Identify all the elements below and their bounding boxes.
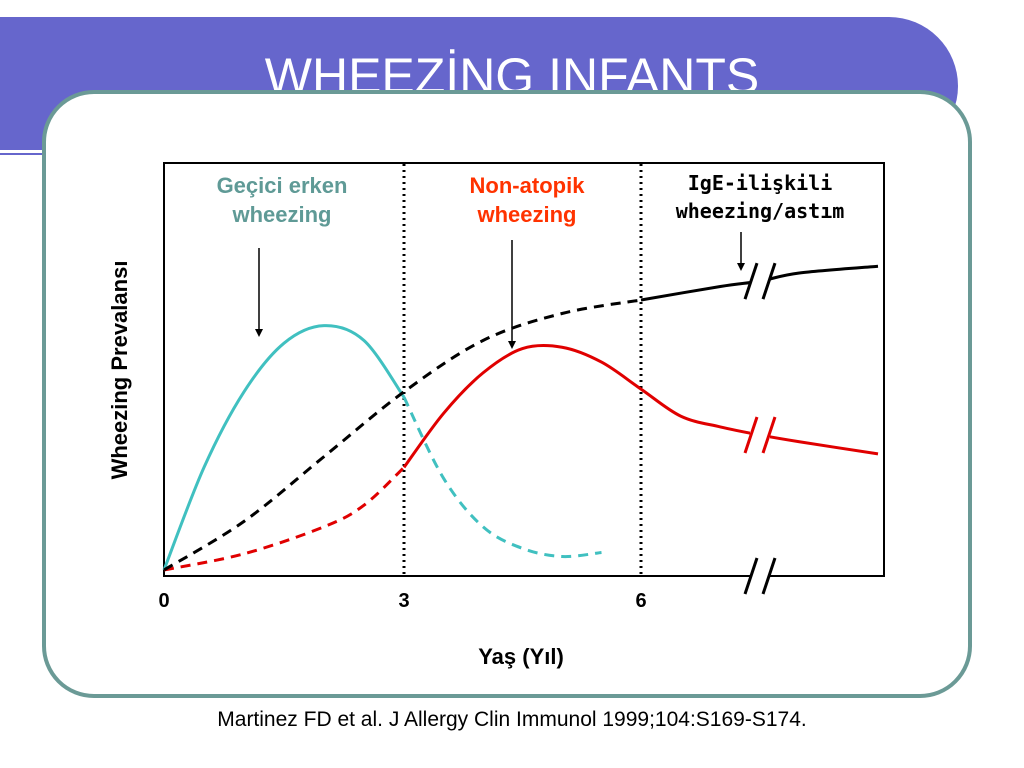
ige-associated-label-line: IgE-ilişkili [688,171,833,195]
y-axis-label: Wheezing Prevalansı [107,261,132,480]
non_atopic-break-gap [750,425,770,445]
non_atopic-break-mark-1 [743,416,759,454]
transient-series-solid [162,324,406,571]
transient-arrow-head [255,329,263,337]
non-atopic-label-line: Non-atopik [470,173,586,198]
x-axis-break-mark-1 [743,557,759,595]
x-tick-label: 6 [635,590,646,612]
x-tick-label: 3 [398,590,409,612]
ige-break-mark-1 [743,262,759,300]
non-atopic-arrow-head [508,341,516,349]
x-tick-labels: 03611 [158,590,646,612]
transient-early-label-line: wheezing [231,202,331,227]
ige-arrow-head [737,263,745,271]
non-atopic-label-line: wheezing [476,202,576,227]
period-annotations: Geçici erken wheezing Non-atopik wheezing Ig… [217,171,845,227]
non_atopic-break-mark-2 [761,416,777,454]
series-lines [162,264,879,572]
x-axis-break-gap [750,566,770,586]
ige-break-gap [750,271,770,292]
annotation-arrows [255,232,745,349]
plot-area-border [163,162,885,577]
ige-series-dashed [163,298,642,572]
period-dividers [402,164,643,575]
ige-break-mark-2 [761,262,777,300]
x-axis-label: Yaş (Yıl) [478,644,564,669]
non_atopic-series-dashed [163,466,406,572]
x-tick-label: 0 [158,590,169,612]
transient-early-label-line: Geçici erken [217,173,348,198]
axis-breaks [743,262,777,595]
x-axis-break-mark-2 [761,557,777,595]
transient-series-dashed [402,396,602,559]
ige-associated-label-line: wheezing/astım [676,199,845,223]
citation: Martinez FD et al. J Allergy Clin Immuno… [217,708,807,731]
